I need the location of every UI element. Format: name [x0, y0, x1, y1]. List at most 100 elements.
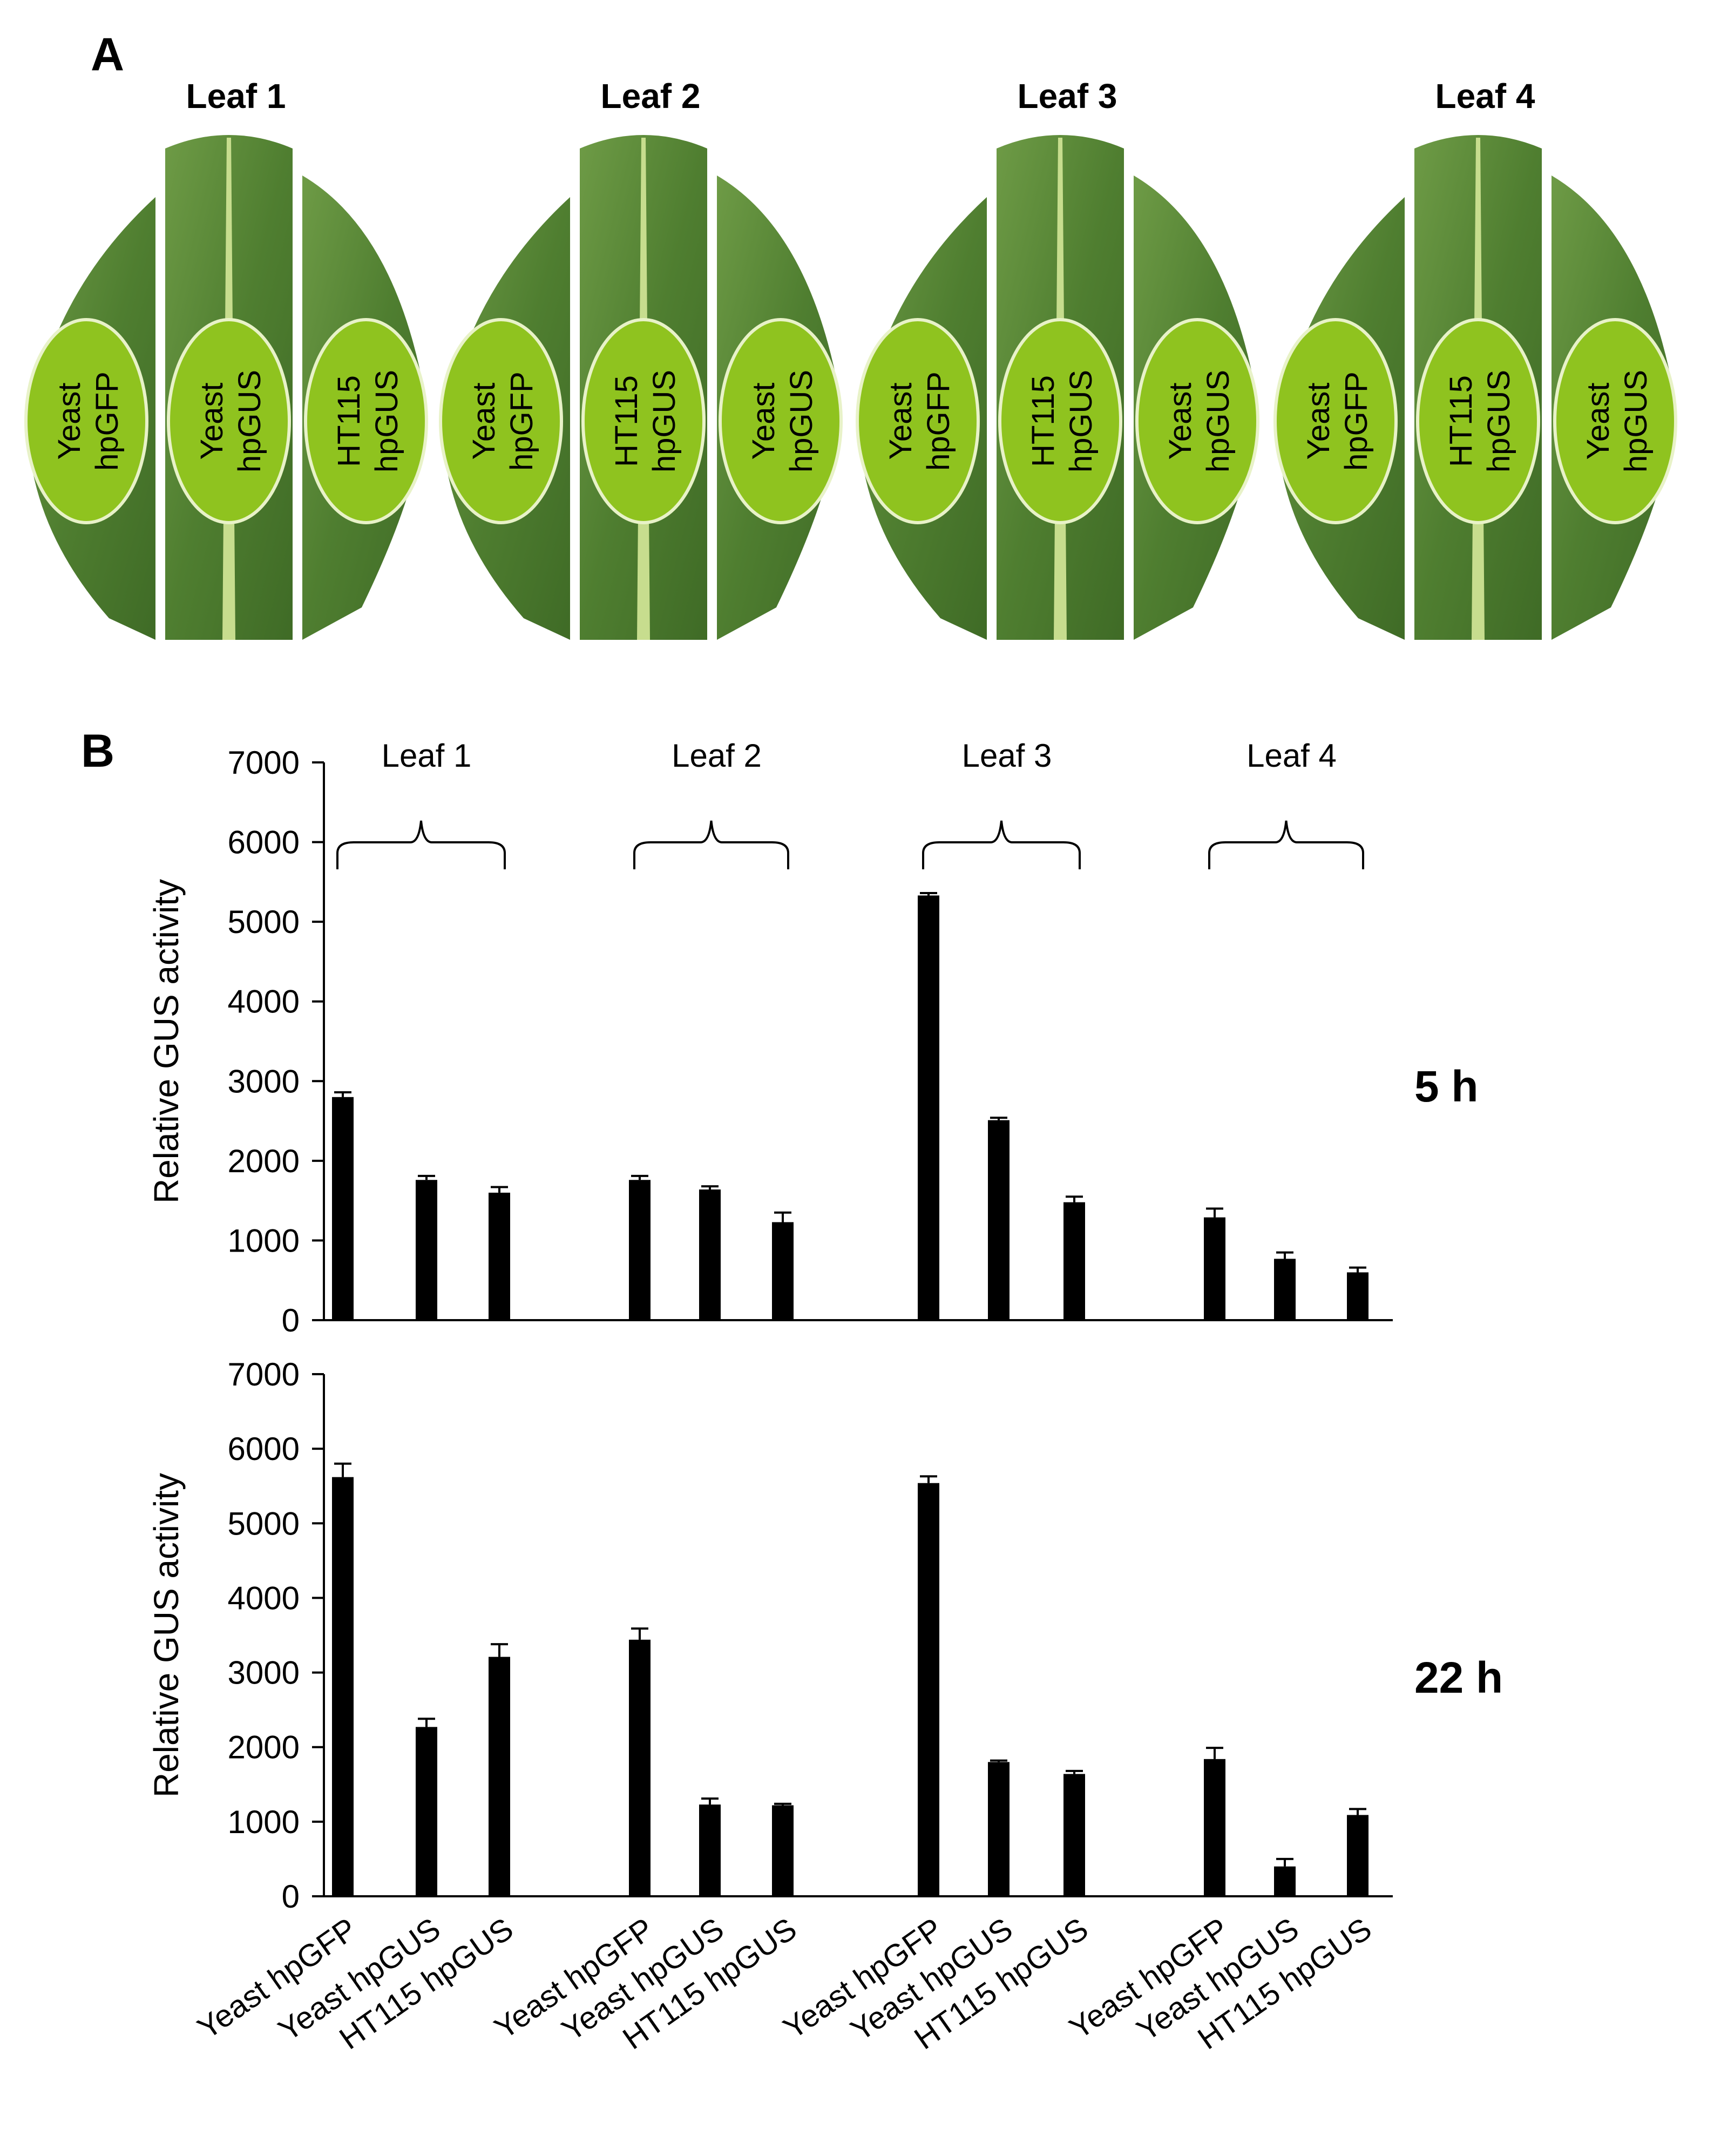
y-tick-label: 6000 [228, 1431, 300, 1467]
y-tick-label: 5000 [228, 904, 300, 940]
bar [1274, 1866, 1296, 1896]
bar [772, 1805, 794, 1896]
leaf-strip: HT115hpGUS [302, 175, 428, 640]
bar [332, 1477, 354, 1896]
bar [1204, 1759, 1225, 1896]
bar [1347, 1815, 1369, 1896]
oval-label: HT115hpGUS [331, 370, 404, 472]
oval-label-line: hpGUS [784, 370, 819, 472]
oval-label-line: hpGUS [1201, 370, 1236, 472]
bar [1274, 1259, 1296, 1320]
chart-5h: 0 1000 2000 3000 4000 5000 6000 7000 Relative GU… [147, 738, 1478, 1339]
bar [1204, 1217, 1225, 1320]
bracket-label: Leaf 4 [1246, 738, 1337, 774]
panel-a-letter: A [91, 29, 124, 80]
oval-label-line: Yeast [1301, 383, 1336, 460]
y-axis-label: Relative GUS activity [147, 1473, 186, 1797]
oval-label-line: hpGUS [1618, 370, 1654, 472]
leaf-bracket [922, 820, 1081, 869]
bar [988, 1762, 1010, 1896]
oval-label: YeasthpGUS [1163, 370, 1236, 472]
leaf-strip: HT115hpGUS [1414, 135, 1542, 640]
oval-label-line: hpGFP [1339, 371, 1374, 471]
infiltration-oval [719, 318, 843, 524]
y-tick-label: 1000 [228, 1222, 300, 1259]
leaf-title: Leaf 3 [1018, 77, 1117, 116]
leaf-bracket [336, 820, 506, 869]
y-tick-label: 2000 [228, 1143, 300, 1179]
bar [918, 1483, 939, 1896]
panel-b-letter: B [81, 725, 114, 777]
bar [988, 1120, 1010, 1320]
chart-22h: 0 1000 2000 3000 4000 5000 6000 7000 Relative GU… [147, 1356, 1503, 2056]
bar [416, 1727, 437, 1896]
oval-label: HT115hpGUS [609, 370, 682, 472]
bar [489, 1192, 510, 1320]
infiltration-oval [167, 318, 291, 524]
oval-label: HT115hpGUS [1444, 370, 1516, 472]
oval-label-line: Yeast [194, 383, 229, 460]
leaf-strip: YeasthpGUS [165, 135, 293, 640]
oval-label-line: hpGFP [90, 371, 125, 471]
oval-label-line: HT115 [1026, 375, 1061, 467]
oval-label: YeasthpGFP [466, 371, 539, 471]
oval-label: YeasthpGFP [1301, 371, 1374, 471]
time-label: 22 h [1414, 1653, 1503, 1702]
oval-label-line: hpGUS [1481, 370, 1516, 472]
y-tick-label: 0 [282, 1302, 300, 1339]
leaf-strip: YeasthpGFP [1273, 197, 1405, 640]
bar [416, 1180, 437, 1320]
infiltration-oval [856, 318, 980, 524]
oval-label: YeasthpGUS [746, 370, 819, 472]
infiltration-oval [581, 318, 706, 524]
oval-label: YeasthpGUS [194, 370, 267, 472]
bar [918, 895, 939, 1320]
y-tick-label: 5000 [228, 1505, 300, 1542]
bar [699, 1804, 721, 1896]
y-axis-label: Relative GUS activity [147, 879, 186, 1204]
bar [629, 1639, 651, 1896]
leaf-strip: YeasthpGFP [439, 197, 570, 640]
oval-label-line: hpGFP [504, 371, 539, 471]
oval-label: YeasthpGFP [883, 371, 956, 471]
y-tick-label: 3000 [228, 1655, 300, 1691]
oval-label-line: Yeast [466, 383, 502, 460]
infiltration-oval [998, 318, 1122, 524]
infiltration-oval [439, 318, 563, 524]
oval-label: YeasthpGFP [52, 371, 125, 471]
y-tick-label: 7000 [228, 1356, 300, 1393]
oval-label-line: Yeast [52, 383, 87, 460]
leaf-bracket [633, 820, 789, 869]
infiltration-oval [1273, 318, 1398, 524]
oval-label-line: hpGUS [647, 370, 682, 472]
y-tick-label: 0 [282, 1878, 300, 1915]
oval-label-line: Yeast [1163, 383, 1198, 460]
time-label: 5 h [1414, 1062, 1478, 1111]
oval-label-line: Yeast [1581, 383, 1616, 460]
oval-label-line: hpGUS [232, 370, 267, 472]
oval-label-line: hpGFP [921, 371, 956, 471]
bar [332, 1097, 354, 1320]
oval-label-line: HT115 [1444, 375, 1479, 467]
bracket-label: Leaf 1 [382, 738, 472, 774]
leaf-strip: HT115hpGUS [997, 135, 1124, 640]
infiltration-oval [24, 318, 148, 524]
bracket-label: Leaf 3 [962, 738, 1052, 774]
leaf-title: Leaf 1 [186, 77, 286, 116]
y-tick-label: 4000 [228, 1580, 300, 1616]
infiltration-oval [1135, 318, 1259, 524]
oval-label: YeasthpGUS [1581, 370, 1654, 472]
infiltration-oval [1553, 318, 1677, 524]
bar [489, 1657, 510, 1896]
y-tick-label: 1000 [228, 1804, 300, 1840]
leaf-title: Leaf 2 [601, 77, 701, 116]
oval-label-line: Yeast [746, 383, 781, 460]
oval-label: HT115hpGUS [1026, 370, 1099, 472]
leaf-strip: YeasthpGUS [1134, 175, 1259, 640]
bar [1063, 1774, 1085, 1896]
bar [772, 1222, 794, 1320]
oval-label-line: HT115 [609, 375, 644, 467]
leaf-bracket [1208, 820, 1364, 869]
bar [629, 1180, 651, 1320]
